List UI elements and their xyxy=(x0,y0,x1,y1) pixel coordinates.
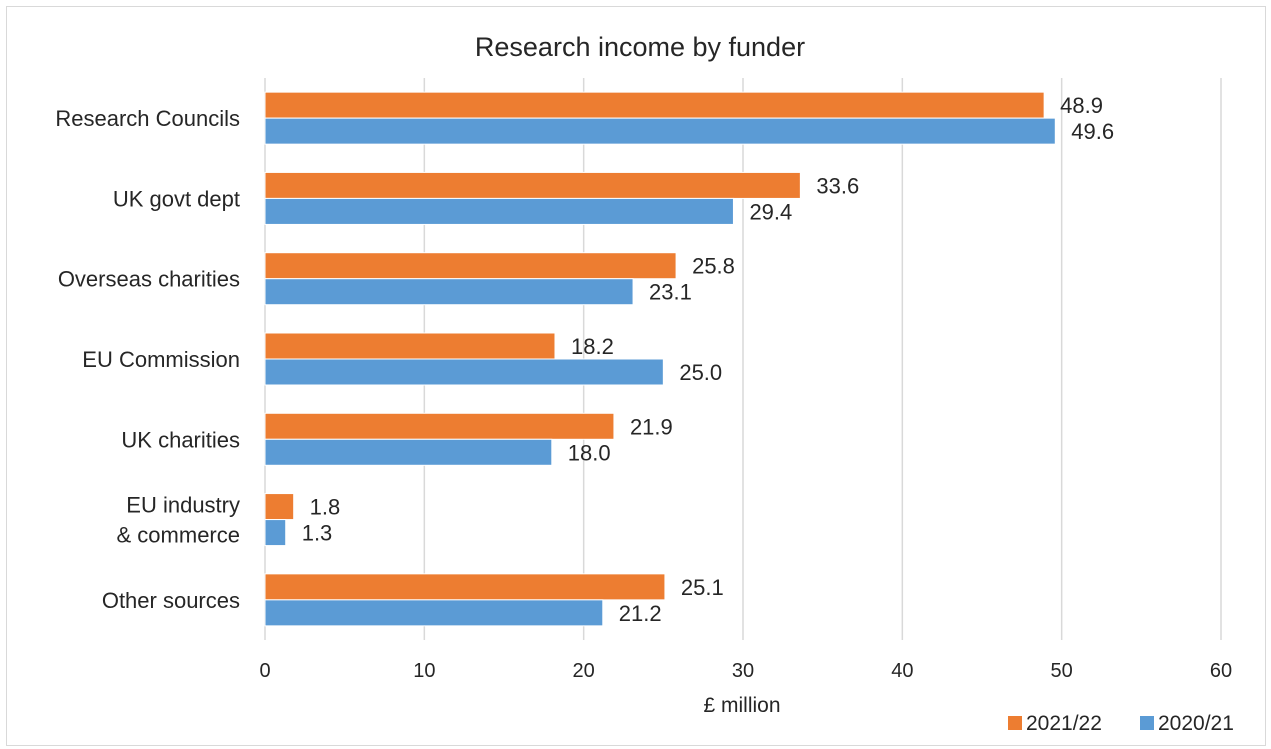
x-axis-title: £ million xyxy=(703,694,780,717)
x-tick-label: 60 xyxy=(1210,660,1232,682)
data-label: 1.8 xyxy=(310,495,341,520)
category-label: UK govt dept xyxy=(113,186,240,211)
data-label: 21.2 xyxy=(619,601,662,626)
bar xyxy=(264,599,604,627)
category-label: & commerce xyxy=(117,523,240,548)
data-label: 48.9 xyxy=(1060,93,1103,118)
data-label: 49.6 xyxy=(1071,119,1114,144)
category-label: Overseas charities xyxy=(58,267,240,292)
x-axis-ticks: 0 10 20 30 40 50 60 xyxy=(259,660,1232,682)
x-tick-label: 30 xyxy=(732,660,754,682)
data-label: 25.0 xyxy=(679,360,722,385)
bar xyxy=(264,438,553,466)
bar xyxy=(264,252,677,280)
gridlines xyxy=(264,78,1222,640)
legend-label: 2020/21 xyxy=(1158,712,1234,735)
legend: 2021/22 2020/21 xyxy=(1008,712,1234,735)
legend-swatch xyxy=(1008,716,1022,730)
data-label: 18.2 xyxy=(571,334,614,359)
category-label: EU Commission xyxy=(82,347,240,372)
bars xyxy=(264,91,1056,627)
data-label: 33.6 xyxy=(816,173,859,198)
data-label: 23.1 xyxy=(649,280,692,305)
bar xyxy=(264,171,801,199)
bar xyxy=(264,117,1056,145)
bar xyxy=(264,197,734,225)
category-labels: Research Councils UK govt dept Overseas ch… xyxy=(55,106,240,613)
bar xyxy=(264,519,287,547)
data-labels: 48.949.6 33.6 29.4 25.823.1 18.2 25.0 21.9 18.0… xyxy=(302,93,1114,626)
category-label: UK charities xyxy=(121,427,240,452)
x-tick-label: 40 xyxy=(891,660,913,682)
bar xyxy=(264,332,556,360)
x-tick-label: 0 xyxy=(259,660,270,682)
data-label: 25.1 xyxy=(681,575,724,600)
data-label: 25.8 xyxy=(692,254,735,279)
bar xyxy=(264,91,1045,119)
category-label: Research Councils xyxy=(55,106,240,131)
chart-title: Research income by funder xyxy=(475,32,805,62)
data-label: 21.9 xyxy=(630,414,673,439)
data-label: 18.0 xyxy=(568,440,611,465)
bar xyxy=(264,358,664,386)
bar xyxy=(264,278,634,306)
legend-swatch xyxy=(1140,716,1154,730)
bar xyxy=(264,493,295,521)
category-label: EU industry xyxy=(126,493,240,518)
bar xyxy=(264,412,615,440)
legend-label: 2021/22 xyxy=(1026,712,1102,735)
x-tick-label: 50 xyxy=(1051,660,1073,682)
data-label: 29.4 xyxy=(749,199,792,224)
data-label: 1.3 xyxy=(302,521,333,546)
x-tick-label: 20 xyxy=(573,660,595,682)
bar xyxy=(264,573,666,601)
x-tick-label: 10 xyxy=(413,660,435,682)
category-label: Other sources xyxy=(102,588,240,613)
